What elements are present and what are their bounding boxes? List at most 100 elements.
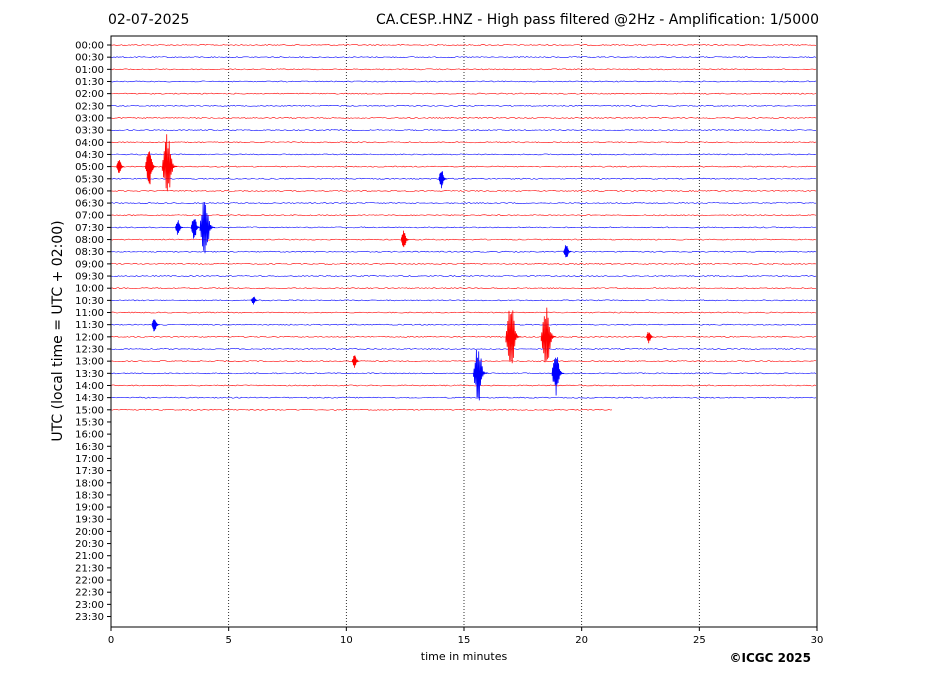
grid-lines bbox=[228, 36, 700, 627]
trace-line bbox=[110, 141, 817, 144]
trace-line bbox=[110, 177, 817, 180]
trace-line bbox=[110, 80, 817, 83]
y-tick-label: 02:30 bbox=[75, 101, 104, 112]
trace-line bbox=[110, 250, 817, 253]
y-tick-label: 04:00 bbox=[75, 138, 104, 149]
trace-line bbox=[110, 263, 817, 265]
x-axis-label: time in minutes bbox=[420, 650, 508, 663]
trace-line bbox=[110, 44, 817, 46]
y-tick-label: 23:30 bbox=[75, 612, 104, 623]
x-axis-ticks: 0 5 10 15 20 25 30 bbox=[108, 627, 824, 646]
y-tick-label: 09:30 bbox=[75, 272, 104, 283]
y-tick-label: 16:30 bbox=[75, 442, 104, 453]
y-tick-label: 21:00 bbox=[75, 551, 104, 562]
y-tick-label: 23:00 bbox=[75, 600, 104, 611]
trace-line bbox=[110, 68, 817, 71]
plot-date: 02-07-2025 bbox=[108, 12, 190, 28]
y-tick-label: 05:30 bbox=[75, 174, 104, 185]
trace-line bbox=[110, 311, 817, 314]
x-tick-label: 20 bbox=[575, 635, 588, 646]
trace-line bbox=[110, 190, 817, 192]
y-tick-label: 13:30 bbox=[75, 369, 104, 380]
x-tick-label: 0 bbox=[108, 635, 114, 646]
y-tick-label: 22:00 bbox=[75, 576, 104, 587]
seismic-event bbox=[190, 219, 201, 239]
y-tick-label: 17:00 bbox=[75, 454, 104, 465]
trace-line bbox=[110, 299, 817, 302]
y-tick-label: 10:30 bbox=[75, 296, 104, 307]
y-tick-label: 17:30 bbox=[75, 466, 104, 477]
y-tick-label: 13:00 bbox=[75, 357, 104, 368]
plot-frame bbox=[110, 35, 818, 628]
seismic-event bbox=[505, 310, 521, 364]
trace-line bbox=[110, 287, 817, 290]
y-tick-label: 01:30 bbox=[75, 77, 104, 88]
y-tick-label: 12:30 bbox=[75, 345, 104, 356]
y-tick-label: 03:30 bbox=[75, 126, 104, 137]
trace-line bbox=[110, 372, 817, 375]
trace-line bbox=[110, 360, 817, 363]
y-tick-label: 07:30 bbox=[75, 223, 104, 234]
y-tick-label: 12:00 bbox=[75, 332, 104, 343]
y-tick-label: 20:00 bbox=[75, 527, 104, 538]
seismic-event bbox=[563, 245, 572, 258]
x-tick-label: 25 bbox=[693, 635, 706, 646]
seismic-event bbox=[400, 230, 410, 248]
trace-line bbox=[110, 396, 817, 399]
trace-line bbox=[110, 153, 817, 156]
y-tick-label: 15:30 bbox=[75, 417, 104, 428]
trace-line bbox=[110, 202, 817, 204]
trace-line bbox=[110, 226, 817, 229]
y-tick-label: 09:00 bbox=[75, 259, 104, 270]
trace-line bbox=[110, 117, 817, 119]
plot-title: CA.CESP..HNZ - High pass filtered @2Hz -… bbox=[375, 12, 819, 28]
y-tick-label: 18:00 bbox=[75, 478, 104, 489]
y-tick-label: 11:00 bbox=[75, 308, 104, 319]
seismic-event bbox=[646, 331, 654, 344]
trace-line bbox=[110, 275, 817, 277]
trace-line bbox=[110, 92, 817, 95]
y-tick-label: 11:30 bbox=[75, 320, 104, 331]
trace-line bbox=[110, 129, 817, 132]
y-tick-label: 19:30 bbox=[75, 515, 104, 526]
trace-line bbox=[110, 56, 817, 59]
seismic-event bbox=[145, 151, 157, 185]
trace-line bbox=[110, 384, 817, 387]
seismic-event bbox=[250, 296, 258, 305]
trace-line bbox=[110, 214, 817, 217]
y-tick-label: 00:00 bbox=[75, 41, 104, 52]
x-tick-label: 10 bbox=[340, 635, 353, 646]
seismic-event bbox=[473, 349, 488, 401]
trace-line bbox=[110, 348, 817, 350]
y-tick-label: 07:00 bbox=[75, 211, 104, 222]
seismic-event bbox=[551, 357, 565, 396]
seismic-event bbox=[175, 220, 183, 235]
y-tick-label: 15:00 bbox=[75, 405, 104, 416]
seismic-event bbox=[351, 355, 360, 368]
seismic-event bbox=[161, 134, 178, 192]
y-tick-label: 05:00 bbox=[75, 162, 104, 173]
y-tick-label: 06:30 bbox=[75, 199, 104, 210]
y-tick-label: 03:00 bbox=[75, 113, 104, 124]
trace-line bbox=[110, 104, 817, 107]
y-tick-label: 16:00 bbox=[75, 430, 104, 441]
y-tick-label: 06:00 bbox=[75, 186, 104, 197]
y-tick-label: 01:00 bbox=[75, 65, 104, 76]
y-tick-label: 00:30 bbox=[75, 53, 104, 64]
y-tick-label: 19:00 bbox=[75, 503, 104, 514]
seismic-traces bbox=[110, 44, 817, 411]
seismic-event bbox=[438, 171, 447, 189]
y-tick-label: 18:30 bbox=[75, 490, 104, 501]
y-tick-label: 08:30 bbox=[75, 247, 104, 258]
x-tick-label: 30 bbox=[811, 635, 824, 646]
trace-line bbox=[110, 238, 817, 241]
seismic-event bbox=[540, 307, 557, 363]
y-tick-label: 10:00 bbox=[75, 284, 104, 295]
seismic-events bbox=[116, 134, 654, 401]
trace-line bbox=[110, 323, 817, 326]
y-tick-label: 14:00 bbox=[75, 381, 104, 392]
y-tick-label: 04:30 bbox=[75, 150, 104, 161]
x-tick-label: 5 bbox=[225, 635, 231, 646]
copyright-notice: ©ICGC 2025 bbox=[729, 651, 811, 665]
